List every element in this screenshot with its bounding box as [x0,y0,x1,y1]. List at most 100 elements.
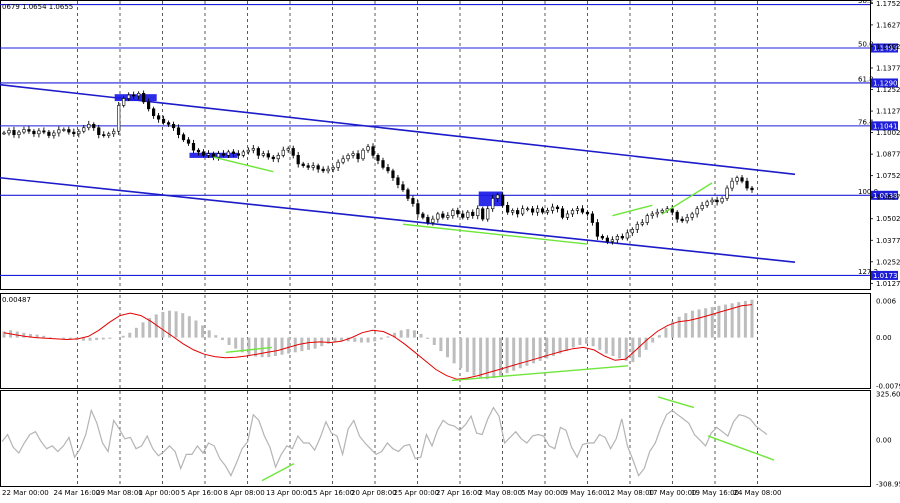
x-tick-label: 22 Mar 00:00 [2,489,49,497]
candle-body [17,131,21,135]
candle-body [72,131,76,135]
candle-body [501,194,505,206]
candle-body [122,98,126,106]
candle-body [386,167,390,172]
highlight-boxes [114,94,503,207]
candle-body [196,149,201,153]
candle-body [655,211,659,215]
x-tick-label: 1 Apr 00:00 [139,489,180,497]
candle-body [241,151,245,156]
candle-body [625,232,629,239]
price-divergence-line [612,204,653,217]
candle-body [705,201,709,206]
level-zone-box [478,191,503,207]
candle-body [620,236,624,239]
x-tick-label: 24 Mar 16:00 [54,489,101,497]
candle-body [521,208,525,215]
candle-body [575,208,580,211]
candle-body [645,215,649,223]
candle-body [511,210,515,213]
candle-body [191,142,196,151]
price-panel-frame [0,0,871,290]
candle-body [236,153,240,156]
candle-body [271,156,275,160]
x-tick-label: 9 May 16:00 [564,489,608,497]
candle-body [525,208,530,211]
candle-body [186,139,191,144]
fib-price-tag [871,270,898,280]
candle-body [266,153,270,158]
candle-body [411,198,415,204]
cci-y-tick-label: 325.6039 [876,391,900,399]
candle-body [27,129,31,132]
candle-body [181,134,186,141]
candle-body [321,168,325,172]
x-tick-label: 20 Apr 08:00 [351,489,397,497]
x-tick-label: 17 May 00:00 [649,489,697,497]
candle-body [745,180,749,189]
fib-price-tag-label: 1.1493 [873,45,898,53]
channel-line [0,176,796,263]
candle-body [77,130,81,135]
macd-y-tick-label: 0.00 [876,334,892,342]
x-tick-label: 8 Apr 08:00 [224,489,265,497]
candle-body [281,149,285,156]
candle-body [496,194,500,199]
candle-body [201,151,206,156]
candle-body [685,217,689,222]
cci-indicator: 325.6039 0.00 -308.955 [1,391,900,488]
candle-body [366,146,370,151]
candle-body [276,155,280,160]
x-tick-label: 24 May 08:00 [734,489,782,497]
candle-body [535,208,540,213]
candle-body [416,203,420,215]
candle-body [62,129,66,131]
candle-body [211,153,216,158]
macd-indicator: 0.006 0.00 -0.00791 [2,297,900,391]
price-divergence-line [402,223,588,245]
candle-body [42,130,46,133]
candle-body [580,208,585,213]
candle-body [650,213,654,216]
fib-price-tag [871,43,898,53]
cci-divergence-line [707,435,775,461]
cci-divergence-line [657,396,695,409]
macd-signal-line [3,304,753,380]
candle-body [550,206,555,211]
divergence-lines [213,156,713,245]
fib-level-pct: 50.0 [858,41,874,49]
y-tick-label: 1.1127 [876,108,900,116]
candle-body [316,165,320,170]
candle-body [112,130,116,135]
cci-y-tick-label: -308.955 [876,480,900,488]
candle-body [595,222,600,237]
candle-body [206,153,211,156]
candle-body [161,118,166,123]
y-tick-label: 1.0752 [876,172,900,180]
candle-body [506,205,510,213]
candle-body [87,124,91,129]
candle-body [750,187,754,191]
fib-level-pct: 100.0 [858,188,878,196]
candle-body [690,213,694,218]
candle-body [635,223,639,230]
x-tick-label: 13 Apr 00:00 [266,489,312,497]
price-axis: 1.1752 1.1627 1.1502 1.1377 1.1252 1.1127 1.10… [870,0,900,288]
fib-level-pct: 76.4 [858,118,874,126]
candle-body [137,93,141,97]
cci-line [1,406,768,477]
candle-body [630,229,634,234]
candle-body [166,122,171,125]
candle-body [301,163,305,166]
cci-divergence-line [261,462,295,482]
candle-body [102,134,106,136]
candle-body [226,151,231,156]
macd-panel-frame [0,293,871,389]
candle-body [391,170,395,179]
candle-body [67,129,71,133]
fib-price-tag [871,121,898,131]
cci-y-tick-label: 0.00 [876,437,892,445]
candle-body [171,124,176,129]
